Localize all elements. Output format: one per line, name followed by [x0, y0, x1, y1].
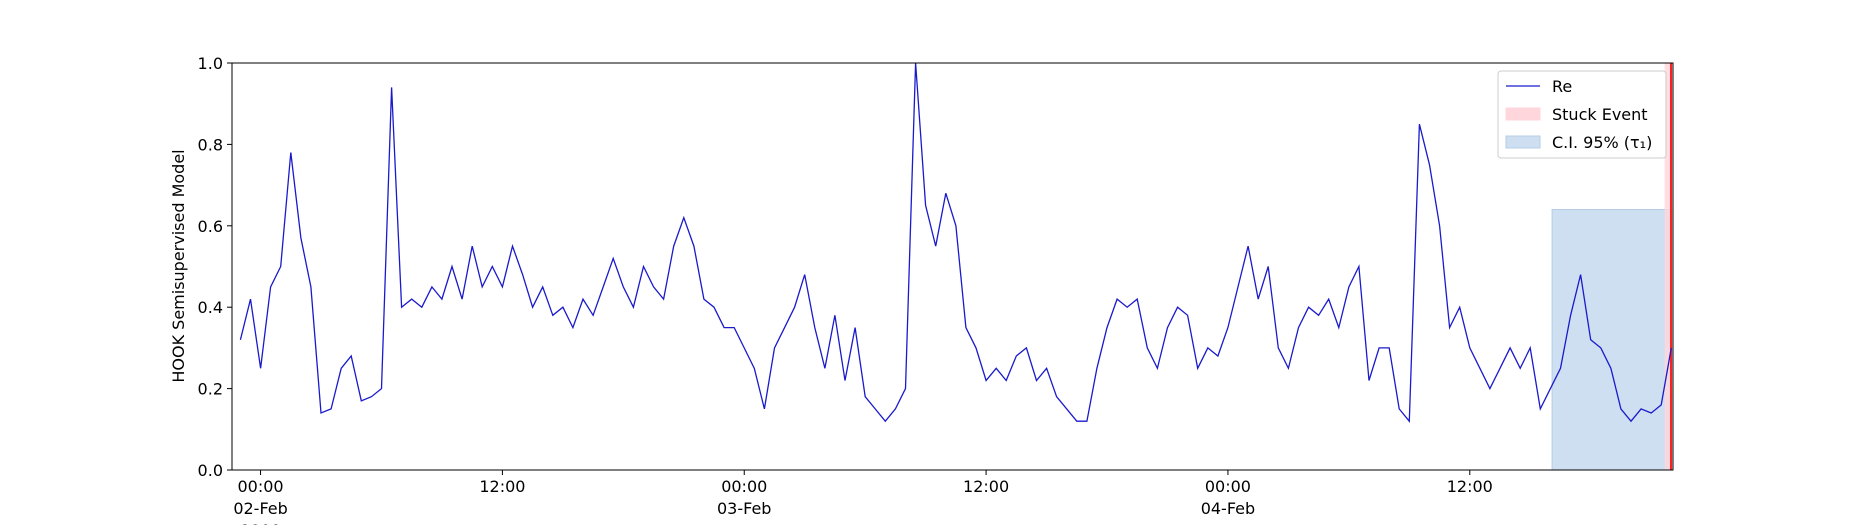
legend: Re Stuck Event C.I. 95% (τ₁) — [1497, 70, 1667, 159]
legend-swatch — [1505, 135, 1541, 149]
x-tick-label: 00:00 03-Feb — [717, 477, 771, 518]
x-tick-label: 12:00 — [479, 477, 525, 496]
y-tick-label: 0.6 — [198, 217, 223, 236]
x-tick-label: 00:00 04-Feb — [1201, 477, 1255, 518]
y-tick-label: 1.0 — [198, 54, 223, 73]
x-tick-label: 12:00 — [963, 477, 1009, 496]
y-axis-label: HOOK Semisupervised Model — [169, 149, 188, 382]
x-tick-label: 12:00 — [1447, 477, 1493, 496]
plot-frame — [231, 62, 1674, 471]
ci-band — [1551, 209, 1674, 471]
legend-label: Re — [1552, 77, 1572, 96]
event-span — [1664, 63, 1673, 470]
y-tick-label: 0.2 — [198, 380, 223, 399]
legend-label: Stuck Event — [1552, 105, 1648, 124]
legend-label: C.I. 95% (τ₁) — [1552, 133, 1652, 152]
y-tick-label: 0.4 — [198, 298, 223, 317]
y-tick-label: 0.8 — [198, 135, 223, 154]
legend-swatch — [1505, 107, 1541, 121]
y-tick-label: 0.0 — [198, 461, 223, 480]
line-series — [239, 62, 1672, 423]
